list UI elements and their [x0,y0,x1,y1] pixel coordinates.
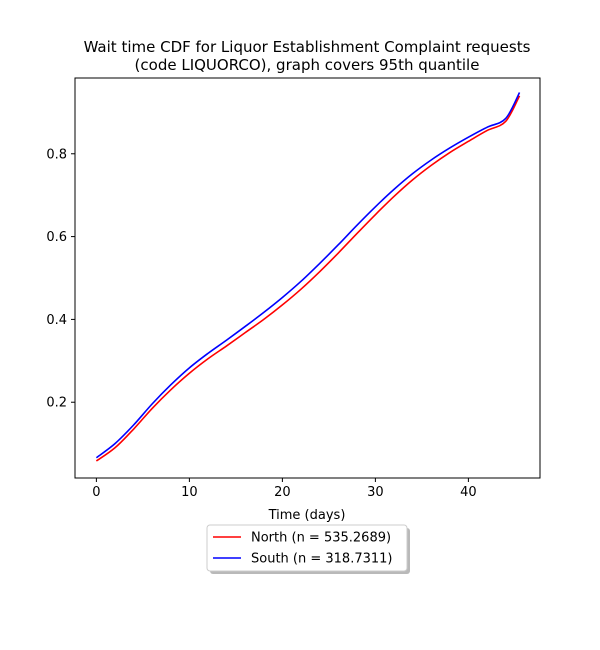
x-tick-label: 30 [367,485,384,500]
chart-title-line-1: Wait time CDF for Liquor Establishment C… [84,38,531,56]
x-tick-label: 40 [460,485,477,500]
y-tick-label: 0.4 [46,313,67,328]
legend-box [206,524,408,572]
legend: North (n = 535.2689) South (n = 318.7311) [206,524,410,574]
y-tick-label: 0.2 [46,396,67,411]
series-line-2 [95,92,521,459]
x-tick-label: 20 [274,485,291,500]
series-line-1 [95,95,521,462]
legend-entries: North (n = 535.2689) South (n = 318.7311) [213,531,392,567]
x-tick-label: 10 [181,485,198,500]
legend-label-1: North (n = 535.2689) [251,531,391,546]
plot-area [74,77,541,479]
x-tick-label: 0 [92,485,100,500]
x-axis-ticks: 0 10 20 30 40 [92,478,477,500]
legend-label-2: South (n = 318.7311) [251,552,392,567]
y-tick-label: 0.8 [46,147,67,162]
series-lines [95,92,521,462]
chart-title-line-2: (code LIQUORCO), graph covers 95th quant… [135,56,480,74]
x-axis-label: Time (days) [268,508,346,523]
y-tick-label: 0.6 [46,230,67,245]
y-axis-ticks: 0.2 0.4 0.6 0.8 [46,147,75,411]
